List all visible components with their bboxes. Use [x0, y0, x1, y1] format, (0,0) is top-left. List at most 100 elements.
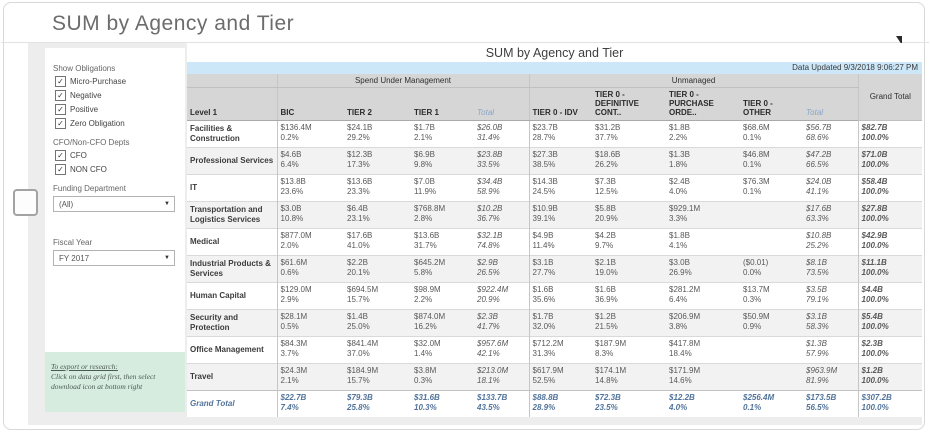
matrix-cell[interactable]: $22.7B 7.4%	[276, 389, 344, 418]
matrix-cell[interactable]: $98.9M 2.2%	[411, 281, 474, 310]
matrix-cell[interactable]: $31.2B 37.7%	[592, 119, 666, 148]
matrix-cell[interactable]: $79.3B 25.8%	[344, 389, 411, 418]
matrix-cell[interactable]: $129.0M 2.9%	[276, 281, 344, 310]
matrix-cell[interactable]: $26.0B 31.4%	[474, 119, 530, 148]
matrix-cell[interactable]: $1.7B 2.1%	[411, 119, 474, 148]
matrix-cell[interactable]: $34.4B 58.9%	[474, 173, 530, 202]
matrix-cell[interactable]: $6.9B 9.8%	[411, 146, 474, 175]
matrix-cell[interactable]: $32.0M 1.4%	[411, 335, 474, 364]
matrix-cell[interactable]: $68.6M 0.1%	[740, 119, 803, 148]
matrix-cell[interactable]: $58.4B 100.0%	[858, 173, 923, 202]
show-obligations-checkbox-micro-purchase[interactable]: ✓ Micro-Purchase	[55, 76, 177, 87]
matrix-cell[interactable]: $1.8B 4.1%	[666, 227, 740, 256]
matrix-cell[interactable]: $2.2B 20.1%	[344, 254, 411, 283]
matrix-cell[interactable]: $4.9B 11.4%	[529, 227, 592, 256]
row-label[interactable]: Grand Total	[187, 389, 277, 418]
funding-department-dropdown[interactable]: (All) ▼	[53, 196, 175, 212]
cfo-depts-checkbox-cfo[interactable]: ✓ CFO	[55, 150, 177, 161]
matrix-cell[interactable]: $307.2B 100.0%	[858, 389, 923, 418]
matrix-cell[interactable]: $2.4B 4.0%	[666, 173, 740, 202]
matrix-cell[interactable]: $7.3B 12.5%	[592, 173, 666, 202]
matrix-cell[interactable]: $12.2B 4.0%	[666, 389, 740, 418]
matrix-cell[interactable]: $13.7M 0.3%	[740, 281, 803, 310]
row-label[interactable]: Transportation and Logistics Services	[187, 200, 277, 229]
column-header-level-1[interactable]: Level 1	[187, 87, 277, 121]
matrix-cell[interactable]: $3.1B 58.3%	[803, 308, 859, 337]
matrix-cell[interactable]: $694.5M 15.7%	[344, 281, 411, 310]
matrix-cell[interactable]: $8.1B 73.5%	[803, 254, 859, 283]
column-header-tier-1[interactable]: TIER 1	[411, 87, 474, 121]
matrix-cell[interactable]: $1.8B 2.2%	[666, 119, 740, 148]
matrix-cell[interactable]: $2.3B 100.0%	[858, 335, 923, 364]
matrix-cell[interactable]: $61.6M 0.6%	[276, 254, 344, 283]
matrix-cell[interactable]: $18.6B 26.2%	[592, 146, 666, 175]
row-label[interactable]: Security and Protection	[187, 308, 277, 337]
matrix-cell[interactable]: $2.3B 41.7%	[474, 308, 530, 337]
matrix-cell[interactable]: $17.6B 63.3%	[803, 200, 859, 229]
matrix-cell[interactable]: $617.9M 52.5%	[529, 362, 592, 391]
matrix-cell[interactable]: $3.5B 79.1%	[803, 281, 859, 310]
matrix-cell[interactable]: $133.7B 43.5%	[474, 389, 530, 418]
column-header-tier-0-other[interactable]: TIER 0 - OTHER	[740, 87, 803, 121]
matrix-cell[interactable]: $1.7B 32.0%	[529, 308, 592, 337]
matrix-cell[interactable]	[740, 335, 803, 364]
matrix-cell[interactable]: $13.8B 23.6%	[276, 173, 344, 202]
column-header-tier-0-purchase-orde-[interactable]: TIER 0 - PURCHASE ORDE..	[666, 87, 740, 121]
row-label[interactable]: IT	[187, 173, 277, 202]
matrix-cell[interactable]: $3.8M 0.3%	[411, 362, 474, 391]
matrix-cell[interactable]: $1.6B 35.6%	[529, 281, 592, 310]
matrix-cell[interactable]: $841.4M 37.0%	[344, 335, 411, 364]
matrix-cell[interactable]: $184.9M 15.7%	[344, 362, 411, 391]
matrix-cell[interactable]: $3.1B 27.7%	[529, 254, 592, 283]
matrix-cell[interactable]: $23.7B 28.7%	[529, 119, 592, 148]
matrix-cell[interactable]: $4.4B 100.0%	[858, 281, 923, 310]
matrix-cell[interactable]: $1.4B 25.0%	[344, 308, 411, 337]
row-label[interactable]: Industrial Products & Services	[187, 254, 277, 283]
matrix-cell[interactable]: $82.7B 100.0%	[858, 119, 923, 148]
matrix-cell[interactable]: $32.1B 74.8%	[474, 227, 530, 256]
row-label[interactable]: Office Management	[187, 335, 277, 364]
matrix-cell[interactable]: $174.1M 14.8%	[592, 362, 666, 391]
matrix-cell[interactable]: $712.2M 31.3%	[529, 335, 592, 364]
column-header-total[interactable]: Total	[803, 87, 859, 121]
row-label[interactable]: Facilities & Construction	[187, 119, 277, 148]
matrix-cell[interactable]: $11.1B 100.0%	[858, 254, 923, 283]
matrix-cell[interactable]: $23.8B 33.5%	[474, 146, 530, 175]
matrix-cell[interactable]: $47.2B 66.5%	[803, 146, 859, 175]
matrix-cell[interactable]: $27.3B 38.5%	[529, 146, 592, 175]
matrix-cell[interactable]: $1.2B 100.0%	[858, 362, 923, 391]
matrix-cell[interactable]: $1.2B 21.5%	[592, 308, 666, 337]
matrix-cell[interactable]	[740, 227, 803, 256]
fiscal-year-dropdown[interactable]: FY 2017 ▼	[53, 250, 175, 266]
matrix-cell[interactable]	[740, 362, 803, 391]
matrix-cell[interactable]: $13.6B 23.3%	[344, 173, 411, 202]
matrix-cell[interactable]: $1.3B 1.8%	[666, 146, 740, 175]
matrix-cell[interactable]: $417.8M 18.4%	[666, 335, 740, 364]
matrix-cell[interactable]: $645.2M 5.8%	[411, 254, 474, 283]
matrix-cell[interactable]: $877.0M 2.0%	[276, 227, 344, 256]
matrix-cell[interactable]: $46.8M 0.1%	[740, 146, 803, 175]
matrix-cell[interactable]: $5.4B 100.0%	[858, 308, 923, 337]
matrix-cell[interactable]: $28.1M 0.5%	[276, 308, 344, 337]
matrix-cell[interactable]: $27.8B 100.0%	[858, 200, 923, 229]
matrix-cell[interactable]: $24.3M 2.1%	[276, 362, 344, 391]
row-label[interactable]: Medical	[187, 227, 277, 256]
show-obligations-checkbox-negative[interactable]: ✓ Negative	[55, 90, 177, 101]
matrix-cell[interactable]: $10.8B 25.2%	[803, 227, 859, 256]
column-header-bic[interactable]: BIC	[276, 87, 344, 121]
matrix-cell[interactable]: $50.9M 0.9%	[740, 308, 803, 337]
empty-checkbox-icon[interactable]	[13, 189, 38, 216]
matrix-cell[interactable]: $31.6B 10.3%	[411, 389, 474, 418]
matrix-cell[interactable]: $768.8M 2.8%	[411, 200, 474, 229]
matrix-cell[interactable]: $72.3B 23.5%	[592, 389, 666, 418]
matrix-cell[interactable]: $3.0B 26.9%	[666, 254, 740, 283]
matrix-cell[interactable]: $17.6B 41.0%	[344, 227, 411, 256]
show-obligations-checkbox-zero-obligation[interactable]: ✓ Zero Obligation	[55, 118, 177, 129]
matrix-cell[interactable]: $281.2M 6.4%	[666, 281, 740, 310]
matrix-cell[interactable]: $963.9M 81.9%	[803, 362, 859, 391]
matrix-cell[interactable]: $256.4M 0.1%	[740, 389, 803, 418]
matrix-cell[interactable]: $84.3M 3.7%	[276, 335, 344, 364]
matrix-cell[interactable]: $4.2B 9.7%	[592, 227, 666, 256]
matrix-cell[interactable]: $56.7B 68.6%	[803, 119, 859, 148]
matrix-cell[interactable]: $12.3B 17.3%	[344, 146, 411, 175]
